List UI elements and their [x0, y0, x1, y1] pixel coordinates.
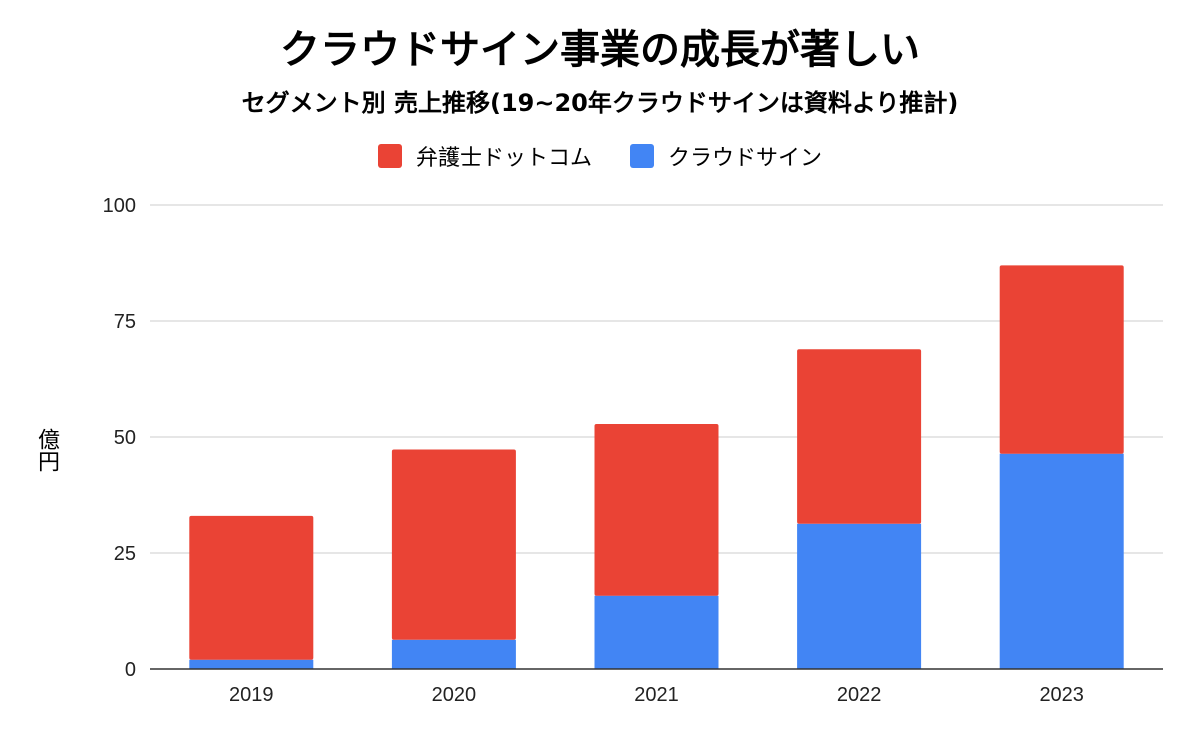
bar-2022-series-0	[797, 523, 922, 669]
legend-item-cloudsign[interactable]: クラウドサイン	[630, 140, 822, 172]
y-tick-label-0: 0	[125, 659, 136, 681]
bar-2021-series-1	[594, 424, 719, 596]
legend-swatch-cloudsign	[630, 144, 654, 168]
y-tick-label-50: 50	[114, 427, 136, 449]
legend-item-bengoshi[interactable]: 弁護士ドットコム	[377, 140, 592, 172]
legend-label-cloudsign: クラウドサイン	[668, 146, 823, 171]
x-tick-label-2022: 2022	[837, 684, 882, 706]
legend-swatch-bengoshi	[377, 144, 402, 168]
bar-2019-series-0	[189, 659, 314, 669]
x-tick-label-2023: 2023	[1039, 684, 1084, 706]
x-tick-label-2020: 2020	[432, 684, 477, 706]
x-tick-label-2019: 2019	[229, 684, 274, 706]
y-tick-label-100: 100	[103, 195, 136, 217]
legend: 弁護士ドットコム クラウドサイン	[0, 140, 1200, 172]
chart-title: クラウドサイン事業の成長が著しい	[280, 27, 920, 73]
bar-2021-series-0	[594, 595, 719, 669]
y-axis-label: 億円	[34, 428, 59, 472]
bar-2020-series-1	[391, 449, 516, 640]
y-tick-label-75: 75	[114, 311, 136, 333]
legend-label-bengoshi: 弁護士ドットコム	[415, 146, 592, 171]
bar-2023-series-1	[999, 265, 1124, 454]
bar-2023-series-0	[999, 453, 1124, 669]
bar-2022-series-1	[797, 349, 922, 524]
x-tick-label-2021: 2021	[634, 684, 679, 706]
y-tick-label-25: 25	[114, 543, 136, 565]
bar-2019-series-1	[189, 515, 314, 660]
bar-2020-series-0	[391, 639, 516, 669]
chart-subtitle: セグメント別 売上推移(19~20年クラウドサインは資料より推計)	[241, 89, 959, 117]
